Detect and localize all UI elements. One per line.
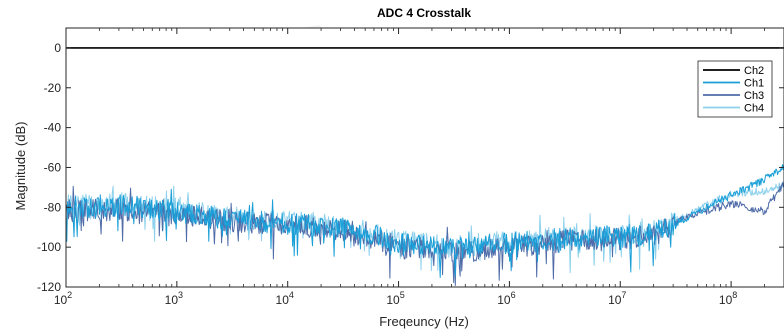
axes-frame — [65, 27, 784, 288]
x-tick-label: 105 — [386, 290, 404, 307]
y-tick-label: -40 — [44, 121, 62, 135]
x-tick-label: 102 — [54, 290, 72, 307]
legend-label-ch4: Ch4 — [744, 103, 764, 115]
x-tick-label: 108 — [719, 290, 737, 307]
x-tick-label: 107 — [608, 290, 626, 307]
x-tick-label: 103 — [165, 290, 183, 307]
y-tick-label: -60 — [44, 160, 62, 174]
series-line-ch1 — [66, 163, 784, 278]
y-tick-label: 0 — [54, 41, 61, 55]
y-axis-label: Magnitude (dB) — [13, 122, 28, 211]
chart-title: ADC 4 Crosstalk — [377, 6, 471, 20]
legend-label-ch2: Ch2 — [744, 65, 764, 77]
y-tick-label: -80 — [44, 200, 62, 214]
x-tick-label: 104 — [276, 290, 294, 307]
x-axis-label: Freqeuncy (Hz) — [379, 314, 469, 329]
y-tick-label: -120 — [37, 280, 61, 294]
legend-label-ch1: Ch1 — [744, 78, 764, 90]
x-tick-label: 106 — [497, 290, 515, 307]
series-line-ch3 — [66, 180, 784, 286]
y-tick-label: -100 — [37, 240, 61, 254]
series-layer — [66, 47, 784, 286]
y-tick-label: -20 — [44, 81, 62, 95]
legend-label-ch3: Ch3 — [744, 90, 764, 102]
